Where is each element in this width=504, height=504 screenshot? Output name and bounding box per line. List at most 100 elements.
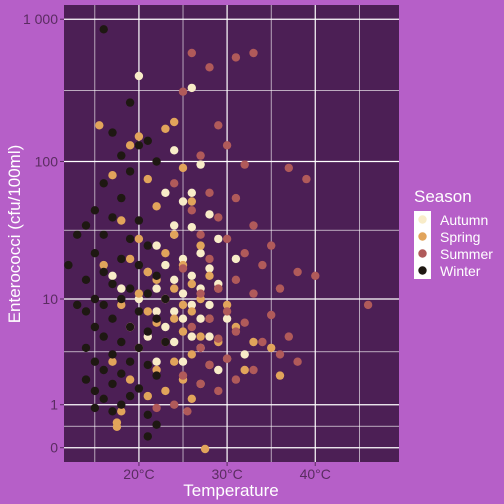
point-autumn [187, 300, 196, 310]
point-summer [187, 48, 196, 58]
point-autumn [152, 241, 161, 250]
legend-title: Season [414, 187, 472, 206]
point-spring [117, 300, 126, 310]
point-spring [161, 124, 170, 133]
point-summer [187, 206, 196, 215]
point-winter [90, 386, 100, 396]
point-summer [275, 350, 285, 359]
point-winter [90, 322, 100, 332]
x-tick-label: 20°C [123, 466, 154, 482]
point-summer [152, 403, 161, 413]
point-autumn [152, 357, 161, 366]
point-winter [90, 357, 100, 366]
point-autumn [170, 307, 179, 316]
plot-panel [64, 5, 399, 462]
point-winter [99, 25, 108, 34]
point-autumn [187, 271, 196, 280]
point-summer [231, 375, 241, 384]
point-winter [99, 332, 108, 341]
point-spring [152, 202, 161, 211]
point-spring [187, 197, 196, 206]
point-spring [222, 300, 232, 310]
point-summer [231, 275, 241, 284]
point-winter [99, 267, 108, 277]
point-spring [249, 337, 258, 347]
point-summer [302, 174, 311, 184]
point-winter [125, 284, 135, 293]
point-winter [143, 410, 152, 419]
point-summer [183, 407, 192, 416]
point-winter [99, 230, 108, 239]
point-autumn [214, 234, 223, 244]
point-summer [205, 314, 214, 323]
point-winter [108, 314, 117, 323]
point-winter [152, 371, 161, 380]
legend-swatch-winter [418, 266, 427, 275]
point-autumn [205, 300, 214, 310]
point-summer [205, 63, 214, 72]
legend-label-spring: Spring [440, 229, 480, 245]
point-spring [196, 241, 205, 250]
point-spring [112, 422, 122, 431]
point-spring [240, 365, 249, 375]
point-summer [205, 360, 214, 370]
point-spring [134, 234, 144, 244]
point-spring [125, 141, 135, 150]
point-summer [222, 354, 232, 363]
point-summer [267, 310, 276, 320]
point-summer [231, 327, 241, 336]
point-winter [117, 254, 126, 264]
y-tick-label: 1 000 [23, 11, 58, 27]
x-tick-label: 30°C [211, 466, 242, 482]
point-spring [170, 117, 179, 127]
legend-label-winter: Winter [440, 263, 481, 279]
point-spring [117, 407, 126, 416]
data-points [64, 25, 373, 454]
point-autumn [161, 260, 170, 270]
point-autumn [205, 332, 214, 341]
point-autumn [205, 264, 214, 273]
point-autumn [187, 188, 196, 197]
point-winter [90, 403, 100, 413]
point-summer [293, 267, 302, 277]
point-summer [249, 221, 258, 230]
point-winter [108, 128, 117, 137]
point-autumn [170, 275, 179, 284]
point-spring [187, 279, 196, 289]
point-spring [178, 300, 188, 310]
point-spring [267, 343, 276, 353]
point-spring [108, 357, 117, 366]
point-winter [152, 271, 161, 280]
point-winter [81, 307, 91, 316]
point-summer [222, 141, 232, 150]
point-summer [249, 365, 258, 375]
point-winter [125, 322, 135, 332]
point-summer [214, 284, 223, 293]
point-winter [152, 314, 161, 323]
point-winter [117, 400, 126, 409]
point-summer [267, 241, 276, 250]
point-summer [170, 400, 179, 409]
point-winter [81, 221, 91, 230]
point-winter [161, 337, 170, 347]
point-autumn [187, 83, 196, 93]
point-summer [284, 163, 293, 173]
point-spring [170, 357, 179, 366]
point-spring [178, 327, 188, 336]
point-summer [214, 386, 223, 396]
point-winter [143, 136, 152, 145]
point-autumn [178, 289, 188, 298]
point-spring [161, 249, 170, 258]
point-spring [187, 307, 196, 316]
point-spring [143, 174, 152, 184]
point-spring [134, 132, 144, 141]
point-summer [231, 193, 241, 203]
y-tick-label: 100 [35, 153, 59, 169]
point-spring [275, 371, 285, 380]
point-autumn [178, 197, 188, 206]
point-summer [240, 318, 249, 327]
x-tick-label: 40°C [300, 466, 331, 482]
point-autumn [152, 307, 161, 316]
point-autumn [178, 357, 188, 366]
